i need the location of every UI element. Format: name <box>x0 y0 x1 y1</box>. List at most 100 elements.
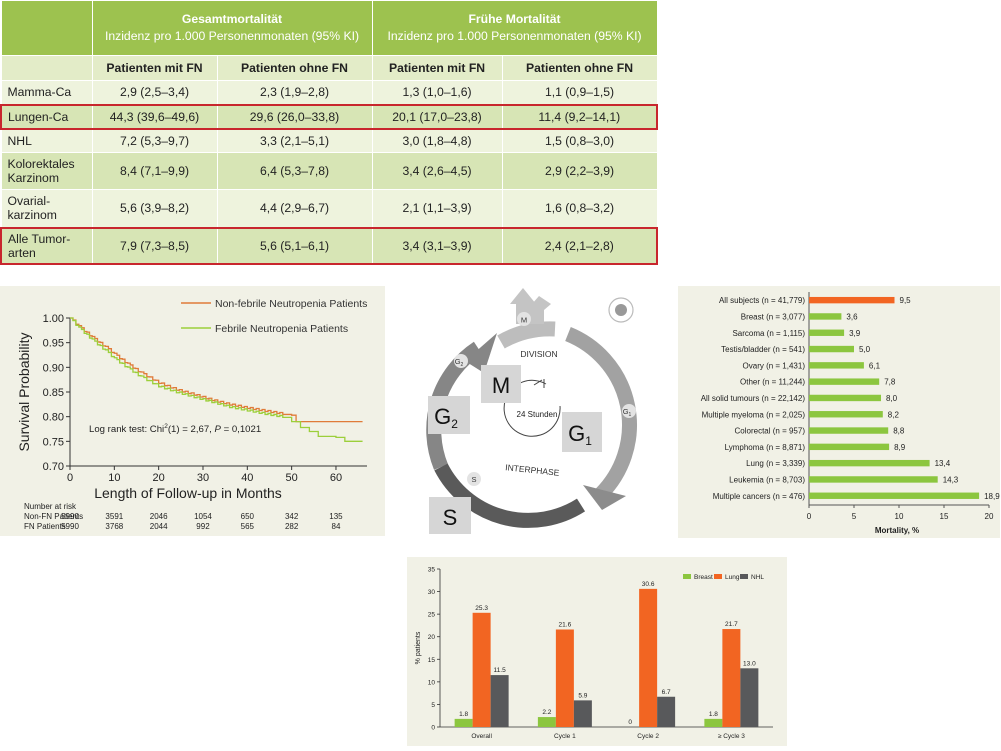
bar-value-label: 3,9 <box>849 329 861 338</box>
cell-cycle-svg: M G2 G1 S DIVISION INTERPHASE 24 Stunden… <box>426 288 637 535</box>
bar-value-label: 18,9 <box>984 492 1000 501</box>
table-cell: 7,9 (7,3–8,5) <box>91 226 218 265</box>
bar <box>809 443 890 451</box>
legend-label-lung: Lung <box>725 574 740 581</box>
bar-value-label: 9,5 <box>900 296 912 305</box>
bar-nhl <box>490 675 509 727</box>
row-label: NHL <box>0 128 93 153</box>
x-tick-label: 30 <box>197 472 209 484</box>
y-tick-label: 0 <box>431 725 435 732</box>
table-cell: 5,6 (3,9–8,2) <box>91 189 218 228</box>
table-cell: 6,4 (5,3–7,8) <box>216 152 373 190</box>
y-tick-label: 10 <box>428 679 436 686</box>
bar-lung <box>472 612 491 727</box>
x-tick-label: 0 <box>67 472 73 484</box>
y-tick-label: 0.70 <box>43 461 64 473</box>
table-cell: 3,4 (2,6–4,5) <box>371 152 503 190</box>
y-tick-label: 25 <box>428 612 436 619</box>
y-tick-label: 0.95 <box>43 338 64 350</box>
table-row-highlighted: Alle Tumor-arten 7,9 (7,3–8,5) 5,6 (5,1–… <box>0 226 659 265</box>
bar <box>809 378 880 385</box>
category-label: All subjects (n = 41,779) <box>719 296 805 305</box>
risk-value: 5990 <box>61 522 79 531</box>
column-header: Patienten ohne FN <box>216 55 373 81</box>
y-axis-label: % patients <box>415 631 422 664</box>
table-cell: 3,4 (3,1–3,9) <box>371 226 503 265</box>
division-arc <box>497 321 556 349</box>
table-cell: 2,9 (2,5–3,4) <box>91 80 218 105</box>
risk-value: 2044 <box>150 522 168 531</box>
row-label: Mamma-Ca <box>0 80 93 105</box>
group-title: Gesamtmortalität <box>181 12 283 26</box>
risk-value: 5990 <box>61 512 79 521</box>
bar-value-label: 25.3 <box>475 605 488 612</box>
table-cell: 1,6 (0,8–3,2) <box>501 189 658 228</box>
bar-value-label: 1.8 <box>459 711 468 718</box>
category-label: Testis/bladder (n = 541) <box>721 345 805 354</box>
bar <box>809 427 889 434</box>
x-tick-label: 20 <box>985 512 994 521</box>
small-m-marker <box>517 312 531 326</box>
table-cell: 2,9 (2,2–3,9) <box>501 152 658 190</box>
bar-value-label: 11.5 <box>494 667 507 674</box>
table-cell: 8,4 (7,1–9,9) <box>91 152 218 190</box>
bar-nhl <box>740 668 759 727</box>
category-label: Multiple myeloma (n = 2,025) <box>702 410 806 419</box>
bar-lung <box>722 629 741 727</box>
s-arc <box>434 463 586 528</box>
grouped-bar-chart-panel: 0 5 10 15 20 25 30 35 1.8 25.3 11.5 Overall 2.2 21.6… <box>407 557 787 746</box>
g2-phase-box <box>428 396 470 434</box>
y-axis-label: Survival Probability <box>16 332 32 451</box>
bar-value-label: 5,0 <box>859 345 871 354</box>
g1-phase-label: G1 <box>568 421 592 448</box>
x-tick-label: 60 <box>330 472 342 484</box>
y-tick-label: 0.90 <box>43 362 64 374</box>
interphase-label: INTERPHASE <box>505 462 560 478</box>
category-label: Leukemia (n = 8,703) <box>729 475 805 484</box>
x-tick-label: 10 <box>895 512 904 521</box>
bar <box>809 296 895 304</box>
category-label: Overall <box>471 733 492 740</box>
bar <box>809 492 980 499</box>
survival-line-fn <box>70 317 363 442</box>
s-phase-box <box>429 497 471 535</box>
bar-value-label: 5.9 <box>578 692 587 699</box>
bar-value-label: 30.6 <box>642 581 655 588</box>
bar-nhl <box>657 696 676 727</box>
bar-value-label: 8,9 <box>894 443 906 452</box>
risk-value: 650 <box>241 512 255 521</box>
bar-value-label: 6,1 <box>869 361 881 370</box>
nucleus-icon <box>615 304 627 316</box>
category-label: Lung (n = 3,339) <box>746 459 805 468</box>
bar <box>809 476 938 483</box>
y-tick-label: 5 <box>431 702 435 709</box>
bar-value-label: 8,2 <box>888 410 900 419</box>
legend-label-nhl: NHL <box>751 574 764 581</box>
table-cell: 11,4 (9,2–14,1) <box>501 103 659 130</box>
bar-value-label: 21.7 <box>725 621 738 628</box>
table-cell: 2,1 (1,1–3,9) <box>371 189 503 228</box>
x-tick-label: 10 <box>108 472 120 484</box>
category-label: Multiple cancers (n = 476) <box>713 492 806 501</box>
legend-label-fn: Febrile Neutropenia Patients <box>215 323 348 335</box>
legend-swatch-breast <box>683 574 691 579</box>
category-label: Colorectal (n = 957) <box>735 427 806 436</box>
y-tick-label: 0.85 <box>43 387 64 399</box>
category-label: Other (n = 11,244) <box>740 378 805 387</box>
bar-value-label: 21.6 <box>559 621 572 628</box>
category-label: Ovary (n = 1,431) <box>743 361 806 370</box>
risk-value: 282 <box>285 522 299 531</box>
legend-label-non-fn: Non-febrile Neutropenia Patients <box>215 298 367 310</box>
y-tick-label: 30 <box>428 589 436 596</box>
bar <box>809 313 842 320</box>
table-cell: 4,4 (2,9–6,7) <box>216 189 373 228</box>
category-label: All solid tumours (n = 22,142) <box>701 394 806 403</box>
survival-line-non-fn <box>70 317 363 423</box>
g1-arrowhead <box>583 485 626 510</box>
x-tick-label: 5 <box>852 512 857 521</box>
risk-value: 1054 <box>194 512 212 521</box>
column-header: Patienten mit FN <box>371 55 503 81</box>
table-row: Mamma-Ca 2,9 (2,5–3,4) 2,3 (1,9–2,8) 1,3… <box>0 80 658 105</box>
group-subtitle: Inzidenz pro 1.000 Personenmonaten (95% … <box>387 29 642 43</box>
table-row: NHL 7,2 (5,3–9,7) 3,3 (2,1–5,1) 3,0 (1,8… <box>0 128 658 153</box>
